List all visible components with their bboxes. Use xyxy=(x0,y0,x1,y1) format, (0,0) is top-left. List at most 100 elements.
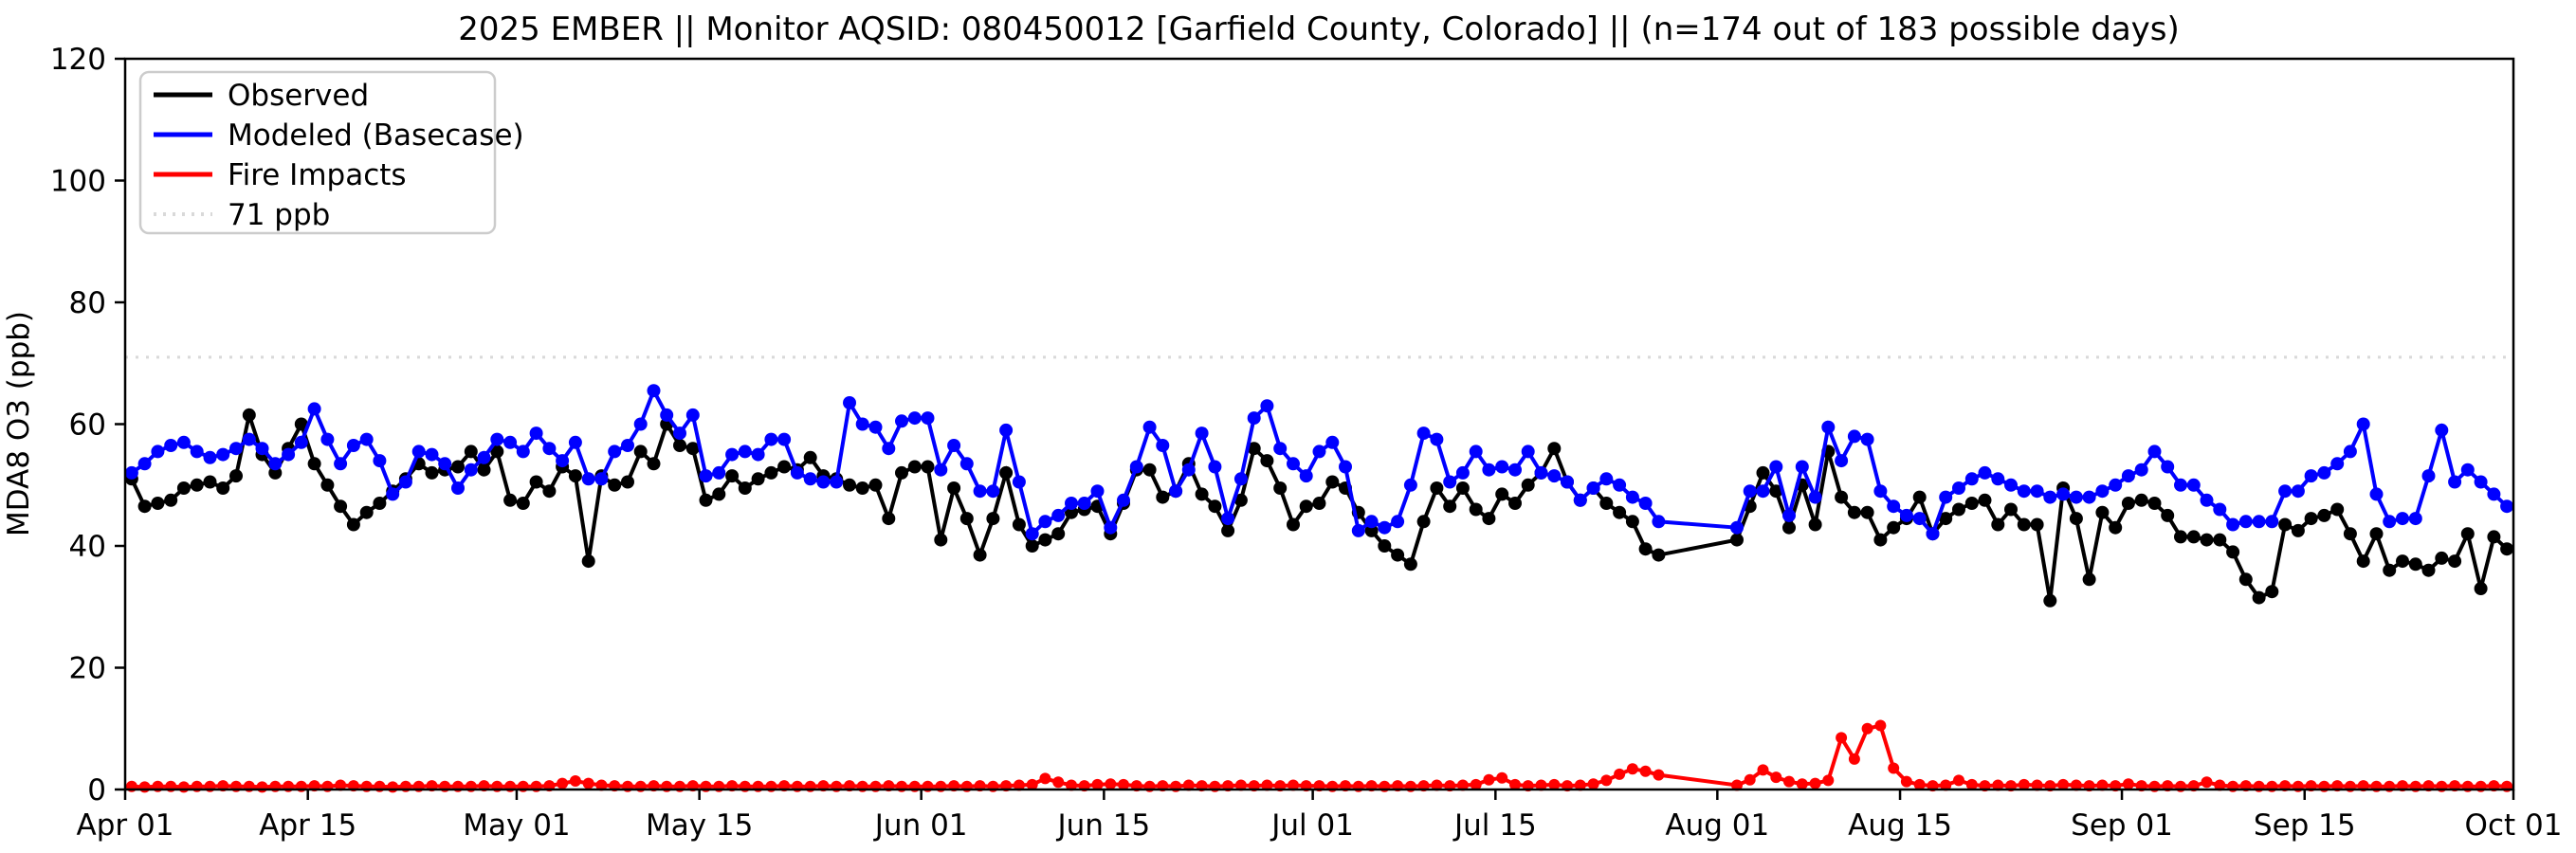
data-point xyxy=(242,408,256,422)
x-tick-label: Aug 15 xyxy=(1848,808,1952,843)
data-point xyxy=(282,447,296,462)
data-point xyxy=(1495,487,1509,501)
data-point xyxy=(255,442,269,456)
data-point xyxy=(1978,465,1992,480)
data-point xyxy=(1912,512,1927,526)
data-point xyxy=(1273,481,1288,495)
y-tick-label: 40 xyxy=(69,530,106,564)
data-point xyxy=(2031,779,2043,791)
data-point xyxy=(1926,527,1940,541)
data-point xyxy=(1939,490,1953,504)
data-point xyxy=(2460,527,2475,541)
data-point xyxy=(1066,779,1077,791)
data-point xyxy=(907,411,922,426)
data-point xyxy=(451,481,465,495)
data-point xyxy=(294,435,308,449)
data-point xyxy=(557,777,569,789)
data-point xyxy=(1613,478,1627,492)
data-point xyxy=(2343,445,2357,459)
data-point xyxy=(1117,493,1130,507)
data-point xyxy=(751,472,765,486)
data-point xyxy=(1351,523,1365,537)
data-point xyxy=(2017,517,2031,532)
data-point xyxy=(1077,497,1091,510)
data-point xyxy=(516,445,530,459)
data-point xyxy=(529,426,543,441)
data-point xyxy=(1416,426,1431,441)
data-point xyxy=(986,512,1000,526)
data-point xyxy=(1129,460,1143,474)
data-point xyxy=(2004,502,2018,517)
x-tick-label: Jul 15 xyxy=(1452,808,1537,843)
data-point xyxy=(1038,515,1052,529)
x-tick-label: Apr 15 xyxy=(259,808,356,843)
data-point xyxy=(1809,777,1821,789)
data-point xyxy=(803,472,817,486)
data-point xyxy=(1625,490,1639,504)
data-point xyxy=(959,457,974,471)
data-point xyxy=(359,505,374,519)
data-point xyxy=(1025,527,1039,541)
data-point xyxy=(1013,779,1025,791)
legend-modeled-label: Modeled (Basecase) xyxy=(228,118,524,153)
data-point xyxy=(373,497,387,510)
data-point xyxy=(151,497,165,510)
data-point xyxy=(1430,481,1444,495)
x-tick-label: Jun 15 xyxy=(1056,808,1151,843)
data-point xyxy=(1470,778,1482,790)
data-point xyxy=(1339,460,1352,474)
data-point xyxy=(1299,499,1313,514)
data-point xyxy=(1770,771,1782,784)
data-point xyxy=(986,484,1000,499)
data-point xyxy=(2056,487,2071,501)
data-point xyxy=(294,417,308,431)
data-point xyxy=(2474,582,2488,595)
data-point xyxy=(1261,779,1273,791)
data-point xyxy=(1730,533,1744,547)
data-point xyxy=(999,423,1014,437)
data-point xyxy=(1978,493,1992,507)
data-point xyxy=(685,408,700,422)
data-point xyxy=(2109,520,2123,535)
data-point xyxy=(2460,463,2475,477)
data-point xyxy=(2291,484,2305,499)
data-point xyxy=(2238,572,2253,587)
axes: 0 20 40 60 80 100 120 Apr 01 Apr 15 May 01 May 15 J… xyxy=(50,43,2563,843)
data-point xyxy=(477,463,491,477)
data-point xyxy=(777,432,792,446)
data-point xyxy=(137,457,152,471)
data-point xyxy=(2291,523,2305,537)
data-point xyxy=(660,408,674,422)
data-point xyxy=(2122,778,2134,790)
data-point xyxy=(1638,542,1653,556)
data-point xyxy=(1743,484,1757,499)
data-point xyxy=(1455,481,1470,495)
data-point xyxy=(1534,465,1548,480)
y-tick-label: 60 xyxy=(69,408,106,443)
legend-threshold-label: 71 ppb xyxy=(228,198,330,232)
data-point xyxy=(138,781,151,793)
data-point xyxy=(2383,515,2397,529)
data-point xyxy=(2082,572,2096,587)
data-point xyxy=(2383,563,2397,577)
data-point xyxy=(1521,478,1535,492)
data-point xyxy=(398,475,412,489)
data-point xyxy=(477,450,491,464)
data-point xyxy=(1483,773,1495,786)
data-point xyxy=(921,460,935,474)
data-point xyxy=(2018,778,2030,790)
x-tick-label: Jul 01 xyxy=(1270,808,1354,843)
data-point xyxy=(725,469,740,483)
observed-series xyxy=(124,408,2514,608)
data-point xyxy=(1638,497,1653,510)
data-point xyxy=(803,450,817,464)
data-point xyxy=(595,779,608,791)
data-point xyxy=(2161,460,2175,474)
data-point xyxy=(934,463,948,477)
data-point xyxy=(1208,460,1222,474)
data-point xyxy=(1952,481,1965,495)
data-point xyxy=(320,478,335,492)
data-point xyxy=(2161,508,2175,522)
x-tick-label: Aug 01 xyxy=(1665,808,1769,843)
data-point xyxy=(2265,515,2279,529)
